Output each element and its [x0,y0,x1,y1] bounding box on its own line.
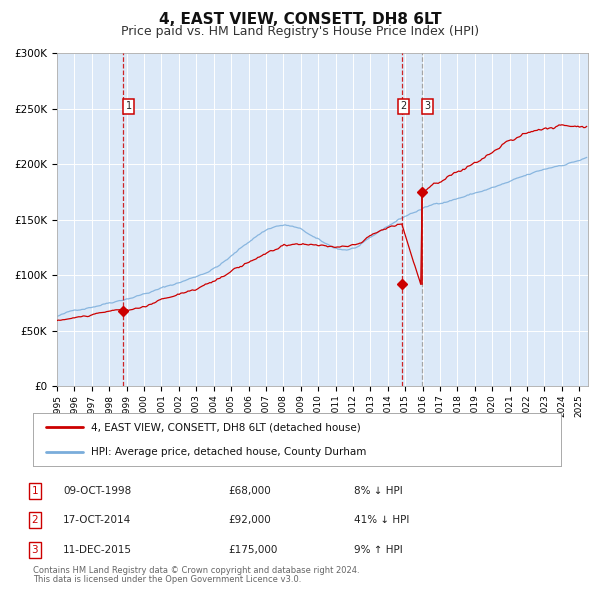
Text: 4, EAST VIEW, CONSETT, DH8 6LT (detached house): 4, EAST VIEW, CONSETT, DH8 6LT (detached… [91,422,361,432]
Text: 11-DEC-2015: 11-DEC-2015 [63,545,132,555]
Text: £175,000: £175,000 [228,545,277,555]
Text: 41% ↓ HPI: 41% ↓ HPI [354,516,409,525]
Text: 3: 3 [31,545,38,555]
Text: 9% ↑ HPI: 9% ↑ HPI [354,545,403,555]
Text: 1: 1 [126,101,132,112]
Text: 1: 1 [31,486,38,496]
Text: £92,000: £92,000 [228,516,271,525]
Text: 3: 3 [425,101,431,112]
Text: 8% ↓ HPI: 8% ↓ HPI [354,486,403,496]
Text: 17-OCT-2014: 17-OCT-2014 [63,516,131,525]
Text: £68,000: £68,000 [228,486,271,496]
Text: This data is licensed under the Open Government Licence v3.0.: This data is licensed under the Open Gov… [33,575,301,584]
Text: HPI: Average price, detached house, County Durham: HPI: Average price, detached house, Coun… [91,447,367,457]
Text: Contains HM Land Registry data © Crown copyright and database right 2024.: Contains HM Land Registry data © Crown c… [33,566,359,575]
Text: 4, EAST VIEW, CONSETT, DH8 6LT: 4, EAST VIEW, CONSETT, DH8 6LT [158,12,442,27]
Text: Price paid vs. HM Land Registry's House Price Index (HPI): Price paid vs. HM Land Registry's House … [121,25,479,38]
Text: 09-OCT-1998: 09-OCT-1998 [63,486,131,496]
Text: 2: 2 [31,516,38,525]
Text: 2: 2 [401,101,407,112]
